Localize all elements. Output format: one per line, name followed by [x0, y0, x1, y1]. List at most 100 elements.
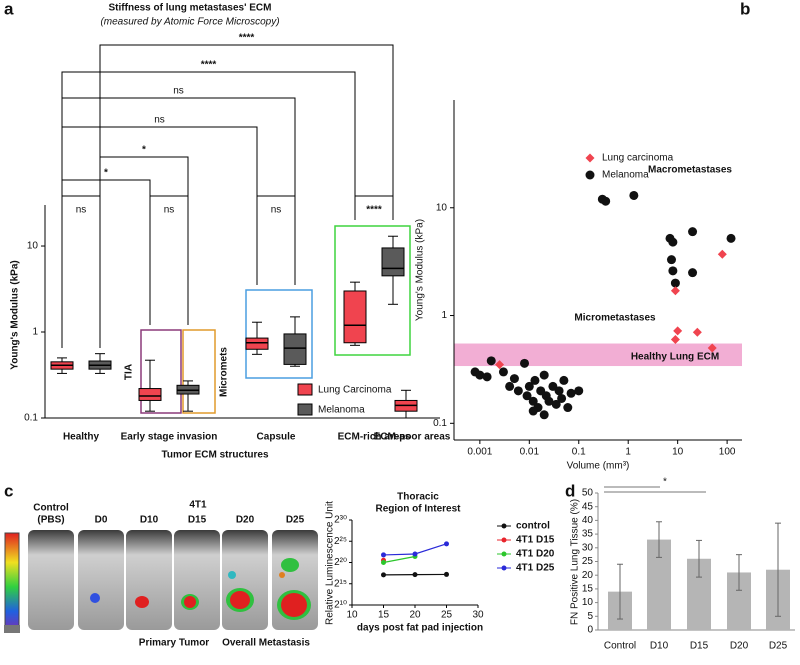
x-tick-label: D10	[650, 641, 669, 652]
significance-bracket	[256, 195, 296, 285]
x-tick-label: Early stage invasion	[121, 432, 218, 443]
x-axis-label: Tumor ECM structures	[161, 450, 268, 461]
panel-label: a	[4, 0, 14, 18]
mouse-image	[28, 530, 74, 630]
x-tick-label: Healthy	[63, 432, 100, 443]
y-tick-label: 25	[582, 556, 594, 567]
point	[726, 233, 736, 243]
legend-label: Lung carcinoma	[602, 153, 674, 164]
image-label: D25	[286, 515, 305, 526]
point	[566, 388, 576, 398]
point	[524, 381, 534, 391]
legend-swatch	[297, 403, 313, 416]
significance-bracket	[99, 44, 394, 196]
point	[381, 559, 386, 565]
mouse-image	[126, 530, 172, 630]
y-tick-label: 10	[582, 597, 594, 608]
y-axis-label: Young's Modulus (kPa)	[415, 219, 426, 321]
point	[522, 391, 532, 401]
signal	[281, 593, 307, 617]
x-tick-label: 0.001	[467, 447, 492, 458]
legend-label: 4T1 D15	[516, 535, 555, 546]
signal	[279, 572, 285, 578]
point	[498, 367, 508, 377]
image-label: D0	[95, 515, 108, 526]
significance-label: *	[104, 168, 108, 179]
panel-label: c	[4, 481, 13, 500]
y-tick-label: 0.1	[433, 418, 447, 429]
point	[475, 370, 485, 380]
box	[283, 333, 307, 365]
x-tick-label: D20	[730, 641, 749, 652]
significance-label: ns	[271, 205, 282, 216]
legend-marker	[585, 170, 595, 180]
x-axis-label: Volume (mm³)	[567, 461, 630, 472]
x-tick-label: 10	[346, 610, 358, 621]
y-tick-label: 2²⁰	[334, 557, 347, 568]
significance-label: *	[663, 477, 667, 488]
mouse-image	[78, 530, 124, 630]
point	[629, 190, 639, 200]
significance-bracket	[354, 195, 394, 220]
region-frame	[140, 329, 182, 414]
group-label: 4T1	[189, 500, 207, 511]
legend-label: 4T1 D20	[516, 549, 555, 560]
point	[513, 386, 523, 396]
significance-label: *	[142, 145, 146, 156]
image-caption: Overall Metastasis	[222, 638, 310, 649]
annotation: Macrometastases	[648, 165, 732, 176]
color-bar	[4, 532, 20, 632]
x-tick-label: 20	[409, 610, 421, 621]
y-tick-label: 15	[582, 584, 594, 595]
point	[557, 393, 567, 403]
image-caption: Primary Tumor	[139, 638, 209, 649]
y-tick-label: 30	[582, 542, 594, 553]
legend-marker	[585, 153, 595, 163]
point	[495, 360, 505, 370]
x-tick-label: 0.01	[520, 447, 540, 458]
point	[482, 372, 492, 382]
y-tick-label: 1	[32, 327, 38, 338]
point	[544, 396, 554, 406]
significance-label: ns	[76, 205, 87, 216]
x-tick-label: 30	[472, 610, 484, 621]
chart-title: Stiffness of lung metastases' ECM	[109, 3, 272, 14]
legend-marker	[501, 523, 507, 529]
point	[668, 237, 678, 247]
legend-label: Melanoma	[602, 170, 649, 181]
color-bar-base	[4, 625, 20, 633]
point	[717, 249, 727, 259]
image-label: (PBS)	[37, 515, 64, 526]
box	[381, 247, 405, 277]
y-tick-label: 45	[582, 501, 594, 512]
point	[381, 552, 386, 558]
region-frame	[334, 225, 411, 356]
x-tick-label: ECM-rich areas	[338, 432, 411, 443]
point	[539, 410, 549, 420]
point	[574, 386, 584, 396]
y-tick-label: 0	[587, 625, 593, 636]
legend-label: control	[516, 521, 550, 532]
point	[554, 386, 564, 396]
image-label: D15	[188, 515, 207, 526]
point	[668, 266, 678, 276]
significance-bracket	[61, 195, 101, 348]
box	[343, 290, 367, 344]
significance-bracket	[61, 126, 258, 196]
point	[539, 370, 549, 380]
signal	[230, 591, 250, 609]
y-tick-label: 35	[582, 529, 594, 540]
legend-label: Lung Carcinoma	[318, 385, 392, 396]
box	[138, 388, 162, 401]
mouse-image	[222, 530, 268, 630]
point	[673, 326, 683, 336]
significance-label: ****	[239, 33, 255, 44]
legend-label: Melanoma	[318, 405, 365, 416]
x-tick-label: 1	[625, 447, 631, 458]
point	[444, 571, 449, 577]
significance-label: ns	[173, 86, 184, 97]
x-tick-label: Control	[604, 641, 636, 652]
point	[692, 327, 702, 337]
annotation: Healthy Lung ECM	[631, 352, 719, 363]
point	[666, 255, 676, 265]
